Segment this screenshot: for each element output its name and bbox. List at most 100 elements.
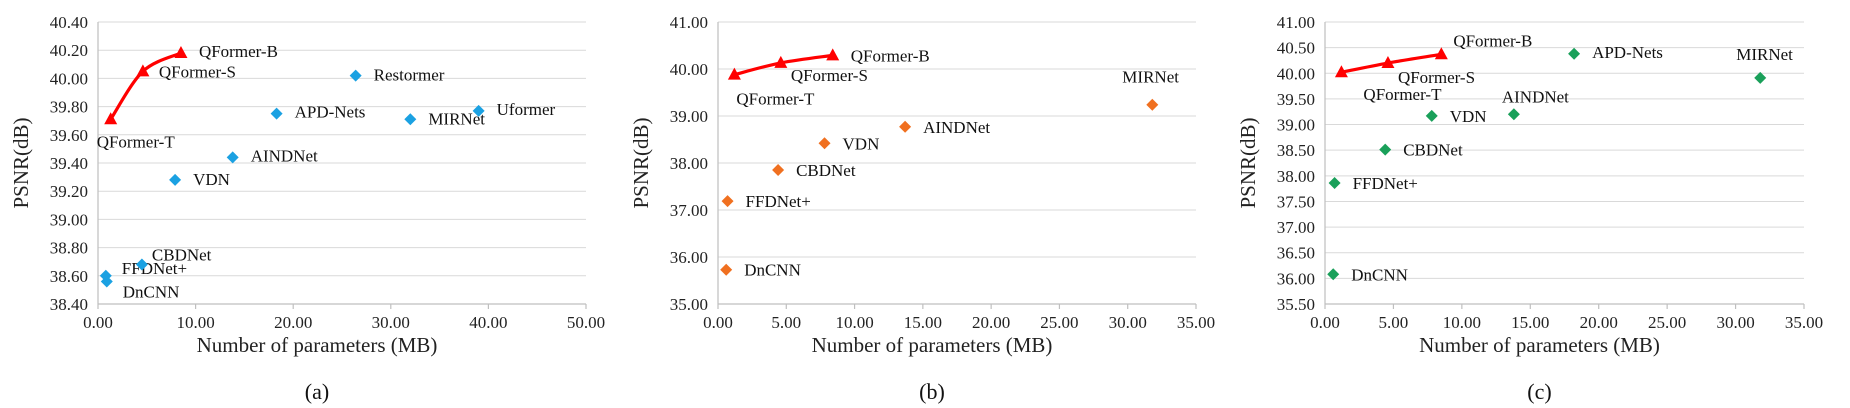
qformer-point-qformer-s: [136, 64, 150, 77]
qformer-point-qformer-b: [1434, 47, 1448, 60]
y-tick-label: 39.60: [50, 126, 88, 145]
x-tick-label: 30.00: [1716, 313, 1754, 332]
y-tick-label: 39.20: [50, 182, 88, 201]
data-point-ffdnet-: [99, 269, 112, 282]
x-tick-label: 30.00: [372, 313, 410, 332]
qformer-label: QFormer-B: [1453, 31, 1532, 50]
qformer-label: QFormer-T: [1363, 85, 1442, 104]
y-tick-label: 40.50: [1277, 39, 1315, 58]
point-label: VDN: [1450, 107, 1487, 126]
data-point-dncnn: [1327, 268, 1340, 281]
y-axis-title: PSNR(dB): [629, 117, 653, 208]
y-tick-label: 38.00: [1277, 167, 1315, 186]
data-point-apd-nets: [1568, 47, 1581, 60]
data-point-dncnn: [720, 263, 733, 276]
x-tick-label: 0.00: [1310, 313, 1340, 332]
point-label: AINDNet: [923, 118, 990, 137]
y-tick-label: 38.60: [50, 267, 88, 286]
point-label: APD-Nets: [1592, 43, 1663, 62]
point-label: DnCNN: [123, 282, 180, 301]
chart-panel-2: 35.00 36.00 37.00 38.00 39.00 40.00 41.00 0.00 5…: [629, 13, 1215, 404]
x-tick-label: 30.00: [1109, 313, 1147, 332]
data-point-vdn: [169, 173, 182, 186]
data-point-vdn: [818, 137, 831, 150]
x-tick-label: 10.00: [176, 313, 214, 332]
point-label: MIRNet: [1736, 45, 1793, 64]
qformer-label: QFormer-S: [1398, 68, 1475, 87]
y-tick-label: 37.00: [670, 201, 708, 220]
y-tick-label: 37.50: [1277, 192, 1315, 211]
qformer-point-qformer-t: [104, 112, 118, 125]
point-label: AINDNet: [1502, 87, 1569, 106]
data-point-vdn: [1425, 109, 1438, 122]
y-tick-label: 38.00: [670, 154, 708, 173]
chart-panel-1: 38.40 38.60 38.80 39.00 39.20 39.40 39.60 39.80…: [9, 13, 605, 404]
x-tick-label: 20.00: [972, 313, 1010, 332]
point-label: CBDNet: [1403, 141, 1463, 160]
qformer-label: QFormer-T: [736, 90, 815, 109]
point-label: MIRNet: [1122, 68, 1179, 87]
point-label: VDN: [193, 170, 230, 189]
y-tick-label: 40.00: [670, 60, 708, 79]
x-tick-label: 35.00: [1785, 313, 1823, 332]
y-tick-label: 36.00: [1277, 269, 1315, 288]
panel-label: (b): [919, 379, 945, 404]
x-tick-label: 15.00: [904, 313, 942, 332]
point-label: VDN: [843, 134, 880, 153]
point-label: Restormer: [374, 66, 445, 85]
x-tick-label: 35.00: [1177, 313, 1215, 332]
y-tick-label: 40.40: [50, 13, 88, 32]
y-tick-label: 38.80: [50, 239, 88, 258]
data-point-uformer: [472, 104, 485, 117]
y-tick-label: 35.00: [670, 295, 708, 314]
y-tick-label: 39.80: [50, 98, 88, 117]
y-axis-title: PSNR(dB): [9, 117, 33, 208]
x-tick-label: 25.00: [1040, 313, 1078, 332]
qformer-label: QFormer-B: [199, 42, 278, 61]
qformer-point-qformer-s: [774, 55, 788, 68]
qformer-label: QFormer-S: [791, 66, 868, 85]
point-label: CBDNet: [796, 161, 856, 180]
point-label: FFDNet+: [1353, 174, 1418, 193]
y-tick-label: 36.50: [1277, 244, 1315, 263]
x-tick-label: 50.00: [567, 313, 605, 332]
y-tick-label: 39.00: [1277, 116, 1315, 135]
x-axis-title: Number of parameters (MB): [1419, 333, 1660, 357]
x-axis-title: Number of parameters (MB): [812, 333, 1053, 357]
y-tick-label: 39.40: [50, 154, 88, 173]
data-point-aindnet: [1507, 108, 1520, 121]
x-axis-title: Number of parameters (MB): [197, 333, 438, 357]
point-label: AINDNet: [251, 146, 318, 165]
data-point-restormer: [349, 69, 362, 82]
x-tick-label: 10.00: [1443, 313, 1481, 332]
panel-label: (a): [305, 379, 329, 404]
data-point-cbdnet: [1379, 143, 1392, 156]
chart-panel-3: 35.50 36.00 36.50 37.00 37.50 38.00 38.50 39.00…: [1236, 13, 1823, 404]
y-tick-label: 39.50: [1277, 90, 1315, 109]
point-label: DnCNN: [1351, 265, 1408, 284]
x-tick-label: 20.00: [274, 313, 312, 332]
x-tick-label: 20.00: [1580, 313, 1618, 332]
y-tick-label: 40.00: [1277, 64, 1315, 83]
x-tick-label: 0.00: [703, 313, 733, 332]
x-tick-label: 5.00: [771, 313, 801, 332]
y-axis-title: PSNR(dB): [1236, 117, 1260, 208]
data-point-aindnet: [899, 120, 912, 133]
y-tick-label: 38.40: [50, 295, 88, 314]
point-label: APD-Nets: [295, 103, 366, 122]
data-point-aindnet: [226, 151, 239, 164]
qformer-point-qformer-t: [727, 67, 741, 80]
qformer-label: QFormer-T: [97, 132, 176, 151]
qformer-label: QFormer-B: [851, 46, 930, 65]
qformer-label: QFormer-S: [159, 62, 236, 81]
x-tick-label: 15.00: [1511, 313, 1549, 332]
data-point-apd-nets: [270, 107, 283, 120]
data-point-ffdnet-: [1328, 176, 1341, 189]
y-tick-label: 37.00: [1277, 218, 1315, 237]
panel-label: (c): [1527, 379, 1551, 404]
y-tick-label: 40.20: [50, 41, 88, 60]
y-tick-label: 38.50: [1277, 141, 1315, 160]
point-label: FFDNet+: [746, 192, 811, 211]
data-point-mirnet: [1754, 71, 1767, 84]
